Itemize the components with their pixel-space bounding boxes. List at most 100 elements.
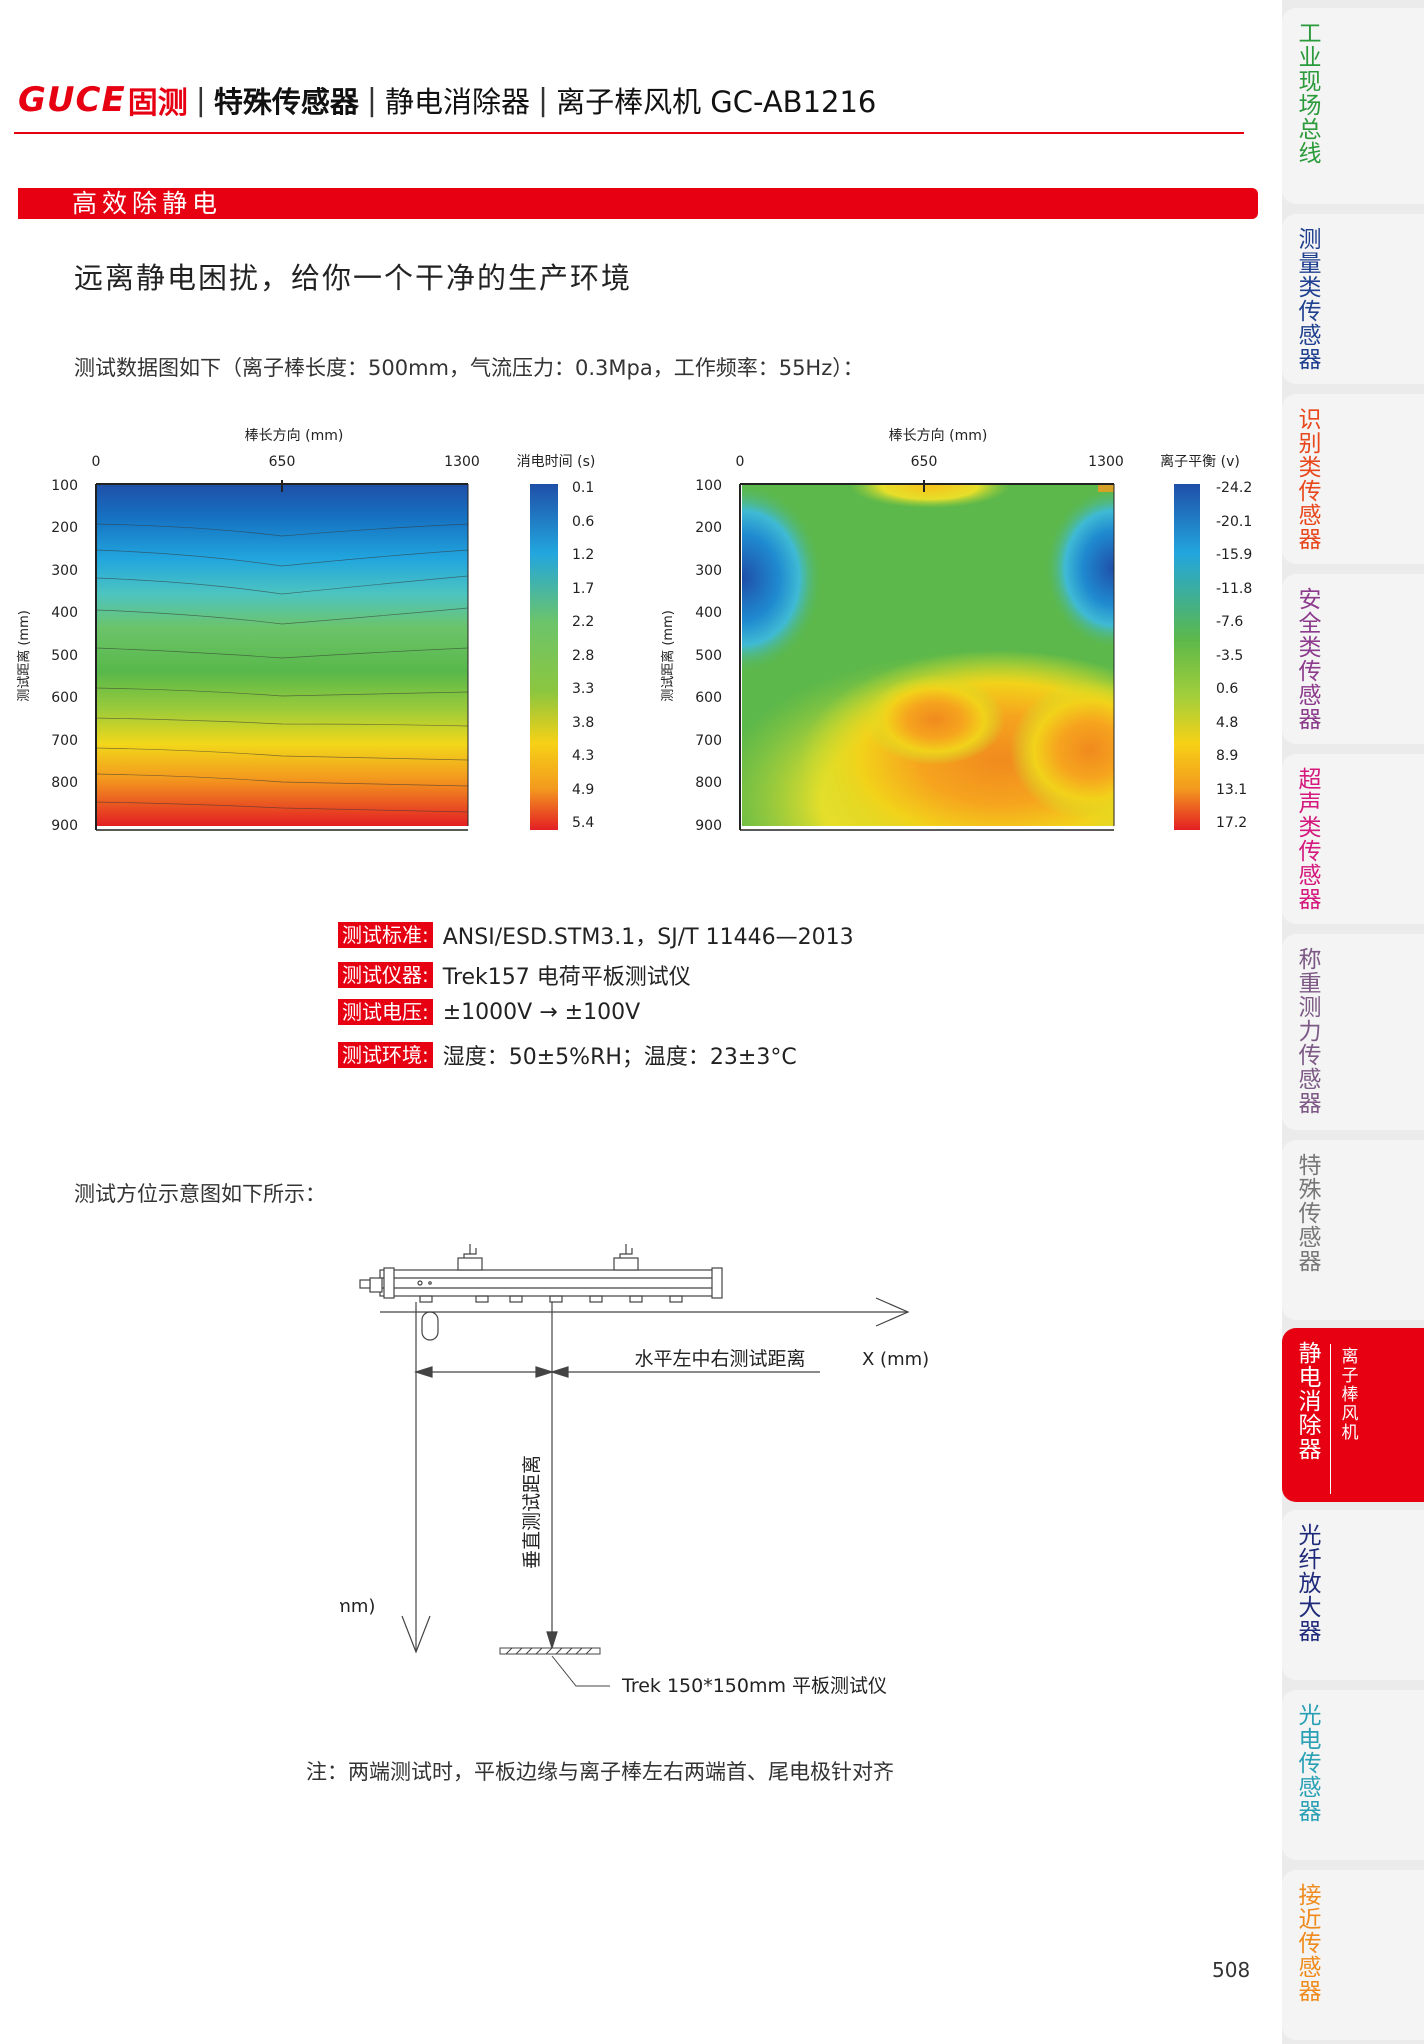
tab-label: 光纤放大器: [1298, 1523, 1322, 1645]
y-tick-label: 100: [695, 478, 722, 494]
contour-lines: [95, 523, 469, 813]
spec-label: 测试环境:: [338, 1042, 433, 1068]
tab-label: 称重测力传感器: [1298, 947, 1322, 1117]
tab-ultrasonic[interactable]: 超声类传感器: [1282, 754, 1424, 924]
header-category: 特殊传感器: [213, 85, 359, 119]
tab-static-eliminator[interactable]: 静电消除器 离子棒风机: [1282, 1328, 1424, 1502]
tab-fieldbus[interactable]: 工业现场总线: [1282, 8, 1424, 204]
y-tick-label: 400: [51, 605, 78, 621]
tab-label: 光电传感器: [1298, 1703, 1322, 1825]
y-tick-label: 900: [51, 818, 78, 834]
vertical-distance-label: 垂直测试距离: [521, 1455, 543, 1569]
colorbar-tick-label: -24.2: [1216, 480, 1252, 496]
spec-label: 测试标准:: [338, 922, 433, 948]
tab-photoelectric[interactable]: 光电传感器: [1282, 1690, 1424, 1860]
x-tick-label: 1300: [444, 454, 480, 470]
horizontal-dimension-line: [413, 1366, 820, 1378]
section-band: 高效除静电: [18, 188, 1258, 219]
tab-proximity[interactable]: 接近传感器: [1282, 1870, 1424, 2040]
tab-safety[interactable]: 安全类传感器: [1282, 574, 1424, 744]
heatmap-right-field: [742, 484, 1114, 826]
colorbar-tick-label: -20.1: [1216, 514, 1252, 530]
y-tick-label: 100: [51, 478, 78, 494]
x-tick-label: 650: [911, 454, 938, 470]
tab-label: 超声类传感器: [1298, 767, 1322, 913]
colorbar-left-label: 消电时间 (s): [517, 454, 596, 470]
colorbar-tick-label: 0.6: [572, 514, 594, 530]
colorbar-tick-label: -7.6: [1216, 614, 1243, 630]
tab-divider: [1330, 1344, 1331, 1494]
y-tick-label: 800: [695, 775, 722, 791]
y-tick-label: 600: [695, 690, 722, 706]
tab-fiber-amplifier[interactable]: 光纤放大器: [1282, 1510, 1424, 1680]
test-parameters: 测试数据图如下（离子棒长度：500mm，气流压力：0.3Mpa，工作频率：55H…: [74, 356, 864, 380]
colorbar-tick-label: 1.7: [572, 581, 594, 597]
test-plate-icon: [499, 1647, 610, 1687]
ion-bar-icon: [359, 1244, 723, 1341]
heatmap-left-field: [96, 484, 468, 826]
diagram-title: 测试方位示意图如下所示：: [74, 1182, 326, 1206]
heatmap-charts: 棒长方向 (mm) 0 650 1300 测试距离 (mm) 100 200 3…: [16, 428, 1252, 834]
x-axis-label: X (mm): [862, 1349, 929, 1370]
colorbar-tick-label: -11.8: [1216, 581, 1252, 597]
y-tick-label: 500: [695, 648, 722, 664]
colorbar-right: [1174, 484, 1200, 830]
x-tick-label: 650: [269, 454, 296, 470]
chart-right-xlabel: 棒长方向 (mm): [889, 428, 988, 444]
spec-value: ±1000V → ±100V: [442, 999, 641, 1025]
horizontal-distance-label: 水平左中右测试距离: [634, 1348, 805, 1370]
colorbar-tick-label: 2.2: [572, 614, 594, 630]
y-tick-label: 500: [51, 648, 78, 664]
colorbar-tick-label: 2.8: [572, 648, 594, 664]
colorbar-tick-label: 4.3: [572, 748, 594, 764]
tab-label: 接近传感器: [1298, 1883, 1322, 2005]
tab-label: 安全类传感器: [1298, 587, 1322, 733]
section-subtitle: 远离静电困扰，给你一个干净的生产环境: [74, 261, 633, 295]
tab-special[interactable]: 特殊传感器: [1282, 1140, 1424, 1320]
colorbar-tick-label: 3.8: [572, 715, 594, 731]
colorbar-left-ticks: 0.1 0.6 1.2 1.7 2.2 2.8 3.3 3.8 4.3 4.9 …: [572, 480, 594, 831]
y-ticks: 100 200 300 400 500 600 700 800 900: [695, 478, 722, 834]
colorbar-tick-label: 0.1: [572, 480, 594, 496]
spec-label: 测试电压:: [338, 999, 433, 1025]
tab-label: 静电消除器: [1298, 1341, 1322, 1463]
colorbar-tick-label: 1.2: [572, 547, 594, 563]
colorbar-tick-label: 4.8: [1216, 715, 1238, 731]
colorbar-tick-label: -15.9: [1216, 547, 1252, 563]
tab-label: 特殊传感器: [1298, 1153, 1322, 1275]
spec-value: Trek157 电荷平板测试仪: [442, 965, 691, 990]
colorbar-tick-label: 13.1: [1216, 782, 1247, 798]
chart-left: 棒长方向 (mm) 0 650 1300 测试距离 (mm) 100 200 3…: [16, 428, 595, 834]
y-ticks: 100 200 300 400 500 600 700 800 900: [51, 478, 78, 834]
brand-logo-cn: 固测: [127, 86, 188, 121]
tab-weighing[interactable]: 称重测力传感器: [1282, 934, 1424, 1130]
colorbar-tick-label: 0.6: [1216, 681, 1238, 697]
spec-voltage: 测试电压: ±1000V → ±100V: [338, 999, 640, 1025]
vertical-dimension-line: [546, 1302, 558, 1651]
x-axis-arrow-icon: [380, 1297, 910, 1327]
spec-standard: 测试标准: ANSI/ESD.STM3.1，SJ/T 11446—2013: [338, 919, 854, 951]
y-tick-label: 200: [51, 520, 78, 536]
spec-value: ANSI/ESD.STM3.1，SJ/T 11446—2013: [442, 925, 854, 950]
spec-label: 测试仪器:: [338, 962, 433, 988]
y-tick-label: 300: [695, 563, 722, 579]
colorbar-tick-label: -3.5: [1216, 648, 1243, 664]
page-header: GUCE 固测 | 特殊传感器 | 静电消除器 | 离子棒风机 GC-AB121…: [18, 80, 877, 121]
test-orientation-diagram: 水平左中右测试距离 X (mm) 垂直测试距离 Z(mm) Trek 150*1…: [340, 1244, 929, 1697]
chart-left-ylabel: 测试距离 (mm): [16, 610, 32, 702]
colorbar-right-ticks: -24.2 -20.1 -15.9 -11.8 -7.6 -3.5 0.6 4.…: [1216, 480, 1252, 831]
y-tick-label: 600: [51, 690, 78, 706]
header-separator: |: [537, 82, 549, 118]
plate-label: Trek 150*150mm 平板测试仪: [621, 1675, 887, 1697]
tab-label: 工业现场总线: [1298, 21, 1322, 167]
y-tick-label: 200: [695, 520, 722, 536]
tab-identification[interactable]: 识别类传感器: [1282, 394, 1424, 564]
header-separator: |: [195, 82, 206, 118]
tab-label: 测量类传感器: [1298, 227, 1322, 373]
y-tick-label: 300: [51, 563, 78, 579]
tab-measurement[interactable]: 测量类传感器: [1282, 214, 1424, 384]
chart-right: 棒长方向 (mm) 0 650 1300 测试距离 (mm) 100 200 3…: [660, 428, 1252, 834]
x-tick-label: 0: [736, 454, 745, 470]
y-tick-label: 700: [695, 733, 722, 749]
header-product: 离子棒风机 GC-AB1216: [556, 85, 877, 119]
